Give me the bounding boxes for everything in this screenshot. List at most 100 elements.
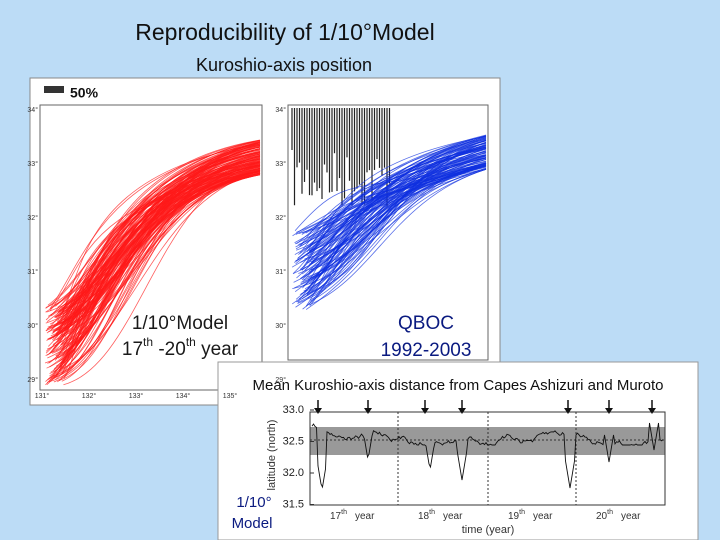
y-tick-label: 33.0 xyxy=(283,404,304,416)
axis-curve xyxy=(46,142,261,356)
lon-label: 131° xyxy=(35,392,50,400)
axis-curve xyxy=(58,149,261,335)
axis-curve xyxy=(300,135,487,271)
model-label: Model xyxy=(232,515,273,532)
text: year xyxy=(443,511,463,522)
text: th xyxy=(607,509,613,516)
arrow-head xyxy=(648,408,656,414)
inset-title: Mean Kuroshio-axis distance from Capes A… xyxy=(252,377,663,394)
axis-curve xyxy=(59,171,261,367)
text: th xyxy=(429,509,435,516)
text: 18 xyxy=(418,511,430,522)
arrow-head xyxy=(314,408,322,414)
lat-label: 32° xyxy=(275,214,286,222)
text: -20 xyxy=(153,339,186,360)
arrow-head xyxy=(458,408,466,414)
axis-curve xyxy=(303,139,487,281)
inset-x-label: time (year) xyxy=(462,524,515,536)
axis-curve xyxy=(48,173,261,383)
legend-swatch xyxy=(44,86,64,93)
axis-curve xyxy=(301,163,487,275)
y-tick-label: 31.5 xyxy=(283,498,304,510)
axis-curve xyxy=(310,164,487,271)
text: year xyxy=(621,511,641,522)
axis-curve xyxy=(310,164,487,281)
axis-curve xyxy=(51,165,261,334)
text: 17 xyxy=(330,511,342,522)
axis-curve xyxy=(298,168,487,234)
title: Reproducibility of 1/10°Model xyxy=(135,19,434,45)
axis-curve xyxy=(308,140,487,267)
lat-label: 31° xyxy=(275,268,286,276)
lat-label: 29° xyxy=(275,376,286,384)
lon-label: 135° xyxy=(223,392,238,400)
lat-label: 31° xyxy=(27,268,38,276)
axis-curve xyxy=(61,158,261,310)
map-curves xyxy=(44,108,487,386)
axis-curve xyxy=(61,171,261,333)
right-map-years: 1992-2003 xyxy=(381,340,472,361)
text: 19 xyxy=(508,511,520,522)
arrow-head xyxy=(564,408,572,414)
arrow-head xyxy=(605,408,613,414)
text: th xyxy=(519,509,525,516)
text: year xyxy=(196,339,239,360)
inset-trace xyxy=(311,422,664,489)
y-tick-label: 32.5 xyxy=(283,435,304,447)
axis-curve xyxy=(294,168,487,289)
right-map-label: QBOC xyxy=(398,313,454,334)
lon-label: 133° xyxy=(129,392,144,400)
axis-curve xyxy=(55,156,261,380)
lat-label: 30° xyxy=(27,322,38,330)
text: th xyxy=(186,335,196,349)
axis-curve xyxy=(56,143,261,322)
year-label: 19th year xyxy=(508,509,553,522)
lon-label: 132° xyxy=(82,392,97,400)
year-label: 20th year xyxy=(596,509,641,522)
lat-label: 34° xyxy=(275,106,286,114)
lat-label: 32° xyxy=(27,214,38,222)
axis-curve xyxy=(295,148,487,262)
lat-label: 30° xyxy=(275,322,286,330)
text: year xyxy=(355,511,375,522)
lat-label: 34° xyxy=(27,106,38,114)
text: 20 xyxy=(596,511,608,522)
lat-label: 33° xyxy=(27,160,38,168)
axis-curve xyxy=(304,143,487,290)
axis-curve xyxy=(49,171,261,312)
axis-curve xyxy=(301,134,487,235)
arrow-head xyxy=(364,408,372,414)
model-label: 1/10° xyxy=(236,494,271,511)
axis-curve xyxy=(293,144,487,283)
inset-y-label: latitude (north) xyxy=(266,420,278,491)
lat-label: 33° xyxy=(275,160,286,168)
left-map-label: 1/10°Model xyxy=(132,313,228,334)
lat-label: 29° xyxy=(27,376,38,384)
axis-curve xyxy=(298,150,487,245)
axis-curve xyxy=(298,145,487,255)
axis-curve xyxy=(45,172,261,324)
year-label: 17th year xyxy=(330,509,375,522)
text: year xyxy=(533,511,553,522)
axis-curve xyxy=(54,143,261,318)
axis-curve xyxy=(310,148,487,263)
text: th xyxy=(143,335,153,349)
axis-curve xyxy=(295,155,487,248)
axis-curve xyxy=(308,168,487,306)
axis-curve xyxy=(53,170,261,383)
legend-label: 50% xyxy=(70,85,99,101)
axis-curve xyxy=(296,137,487,245)
text: th xyxy=(341,509,347,516)
year-label: 18th year xyxy=(418,509,463,522)
left-map-years: 17th -20th year xyxy=(122,335,239,360)
lon-label: 134° xyxy=(176,392,191,400)
text: 17 xyxy=(122,339,143,360)
axis-curve xyxy=(295,157,487,262)
y-tick-label: 32.0 xyxy=(283,467,304,479)
subtitle: Kuroshio-axis position xyxy=(196,55,372,75)
axis-curve xyxy=(54,165,261,331)
axis-curve xyxy=(46,142,261,334)
arrow-head xyxy=(421,408,429,414)
